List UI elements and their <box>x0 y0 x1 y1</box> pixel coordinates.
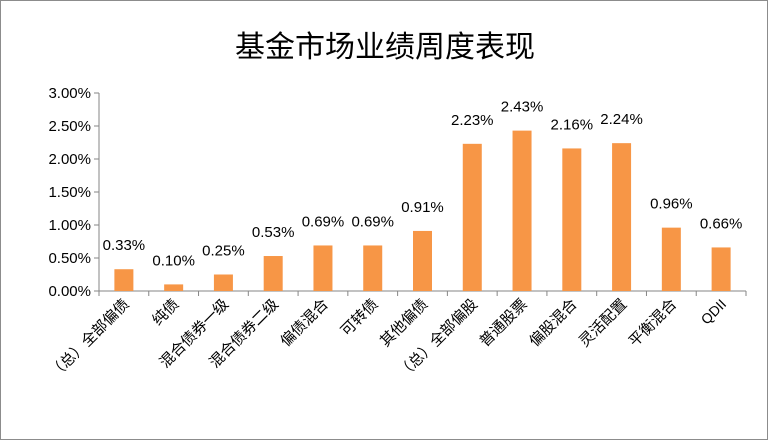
data-label: 0.10% <box>152 252 195 269</box>
category-label: 偏债混合 <box>277 295 332 350</box>
y-tick-label: 2.50% <box>48 118 91 135</box>
data-label: 0.53% <box>252 224 295 241</box>
y-tick-label: 0.50% <box>48 250 91 267</box>
category-label: 纯债 <box>149 295 183 329</box>
data-label: 2.23% <box>451 112 494 129</box>
bar <box>263 256 283 291</box>
y-tick-label: 3.00% <box>48 85 91 102</box>
data-label: 0.25% <box>202 243 245 260</box>
data-label: 0.33% <box>103 237 146 254</box>
category-label: 偏股混合 <box>525 295 580 350</box>
chart-title: 基金市场业绩周度表现 <box>235 30 535 65</box>
bar <box>213 274 233 291</box>
data-label: 0.91% <box>401 199 444 216</box>
bar <box>512 130 532 291</box>
bar <box>711 247 731 291</box>
data-label: 2.43% <box>501 99 544 116</box>
category-label: QDII <box>698 296 730 328</box>
bar <box>462 143 482 291</box>
y-tick-label: 2.00% <box>48 151 91 168</box>
bar <box>363 245 383 291</box>
data-labels: 0.33% 0.10% 0.25% 0.53% 0.69% 0.69% 0.91% 2.23%… <box>103 99 743 270</box>
category-label: （总）全部偏债 <box>46 295 133 382</box>
y-tick-label: 0.00% <box>48 283 91 300</box>
bar <box>164 284 184 291</box>
category-label: 平衡混合 <box>625 295 680 350</box>
bars <box>114 130 731 291</box>
data-label: 0.66% <box>700 215 743 232</box>
category-label: 普通股票 <box>476 295 531 350</box>
bar <box>413 230 432 291</box>
data-label: 2.24% <box>600 111 643 128</box>
y-tick-label: 1.50% <box>48 184 91 201</box>
y-axis: 0.00% 0.50% 1.00% 1.50% 2.00% 2.50% 3.00% <box>48 85 100 300</box>
bar <box>562 148 582 291</box>
data-label: 0.69% <box>351 213 394 230</box>
data-label: 0.69% <box>302 213 345 230</box>
data-label: 2.16% <box>551 116 594 133</box>
bar <box>661 227 681 291</box>
bar <box>114 269 134 291</box>
category-label: 可转债 <box>337 295 382 340</box>
bar <box>313 245 333 291</box>
y-tick-label: 1.00% <box>48 217 91 234</box>
data-label: 0.96% <box>650 196 693 213</box>
bar <box>612 143 632 291</box>
x-axis <box>98 290 747 296</box>
category-label: 灵活配置 <box>575 295 630 350</box>
